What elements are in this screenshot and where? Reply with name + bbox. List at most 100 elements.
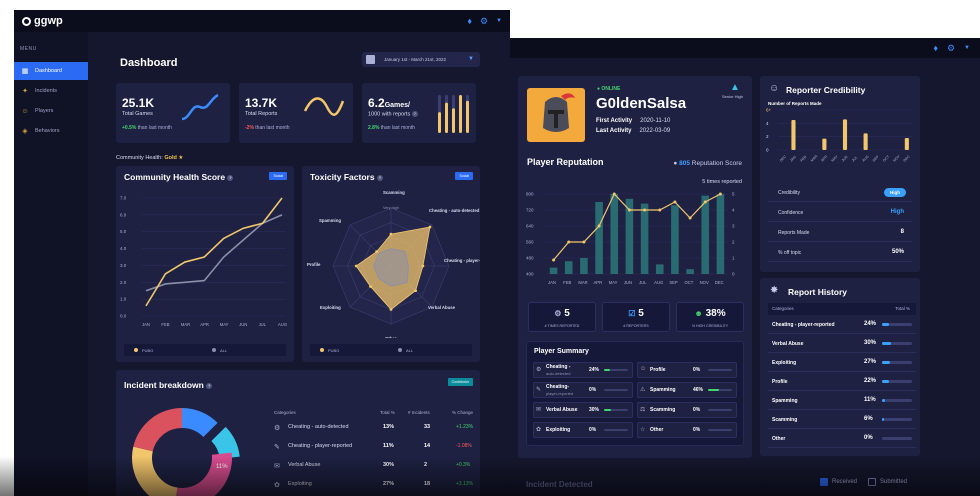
times-reported: 5 times reported — [702, 179, 742, 185]
bug-icon: ✿ — [536, 427, 542, 433]
credibility-key: Reports Made — [778, 230, 810, 236]
radar-axis-label: Scamming — [383, 190, 405, 195]
table-row[interactable]: ✿ Exploiting 27% 18 +3.13% — [266, 477, 474, 493]
received-checkbox[interactable]: Received — [820, 478, 857, 486]
credibility-key: Credibility — [778, 190, 800, 196]
summary-progress-bar — [604, 409, 628, 411]
history-row[interactable]: Profile 22% — [768, 373, 916, 391]
y-tick-label: 6+ — [766, 108, 772, 113]
summary-percent: 30% — [589, 407, 600, 413]
summary-cell[interactable]: ⚖ Scamming 0% — [637, 402, 737, 418]
history-progress-bar — [882, 399, 912, 402]
summary-cell[interactable]: ⚙ Cheating - auto-detected 24% — [533, 362, 633, 378]
chat-icon: ✉ — [536, 407, 542, 413]
chevron-down-icon[interactable]: ▼ — [964, 45, 970, 51]
reputation-bar — [549, 267, 558, 274]
percent-change: +3.13% — [456, 481, 474, 487]
progress-fill — [882, 418, 884, 421]
progress-fill — [882, 323, 890, 326]
mini-bar — [438, 112, 441, 133]
settings-icon[interactable]: ⚙ — [479, 16, 489, 26]
reputation-point — [718, 192, 722, 196]
summary-progress-bar — [708, 369, 732, 371]
history-row[interactable]: Exploiting 27% — [768, 354, 916, 372]
percent-change: +0.3% — [456, 462, 471, 468]
stat-value: 13.7K — [245, 96, 278, 110]
radar-point — [389, 232, 393, 236]
stat-card-total-games: 25.1K Total Games +0.5% than last month — [116, 83, 230, 143]
summary-cell[interactable]: ☺ Profile 0% — [637, 362, 737, 378]
progress-fill — [882, 380, 889, 383]
chevron-down-icon[interactable]: ▼ — [496, 18, 502, 24]
mini-stat-high-credibility: ☻ 38% % HIGH CREDIBILITY — [676, 302, 744, 332]
x-tick-label: JAN — [142, 322, 150, 327]
history-row[interactable]: Other 0% — [768, 430, 916, 448]
contributor-tag[interactable]: Contributor — [447, 378, 473, 386]
table-row[interactable]: ⚙ Cheating - auto-detected 13% 33 +1.23% — [266, 420, 473, 436]
credibility-badge: High — [884, 188, 906, 197]
history-row[interactable]: Verbal Abuse 30% — [768, 335, 916, 353]
sidebar-item-behaviors[interactable]: ◈ Behaviors — [14, 122, 88, 140]
summary-percent: 0% — [589, 387, 597, 393]
history-row[interactable]: Spamming 11% — [768, 392, 916, 410]
help-icon[interactable]: ? — [227, 174, 234, 181]
social-tag[interactable]: Social — [269, 172, 287, 180]
summary-cell[interactable]: ✎ Cheating-player-reported 0% — [533, 382, 633, 398]
submitted-checkbox[interactable]: Submitted — [868, 478, 907, 486]
credibility-row: % off topic 50% — [768, 244, 912, 262]
x-tick-label: JAN — [789, 155, 797, 163]
radar-series-all — [373, 248, 409, 287]
table-row[interactable]: ✉ Verbal Abuse 30% 2 +0.3% — [266, 458, 471, 474]
stat-value: 25.1K — [122, 96, 155, 110]
donut-slice — [133, 408, 182, 452]
history-row[interactable]: Scamming 6% — [768, 411, 916, 429]
x-tick-label: JUN — [239, 322, 247, 327]
category-name: Cheating - auto-detected — [288, 424, 349, 430]
sidebar-item-players[interactable]: ☺ Players — [14, 102, 88, 120]
radar-point — [389, 308, 393, 311]
history-percent: 27% — [864, 359, 877, 365]
help-icon[interactable]: ? — [206, 382, 213, 389]
help-icon[interactable]: ? — [411, 111, 418, 117]
settings-icon[interactable]: ⚙ — [946, 43, 956, 53]
mini-stat-value: ☻ 38% — [694, 308, 726, 319]
x-tick-label: MAY — [609, 280, 618, 285]
mini-stat-times-reported: ⚙ 5 # TIMES REPORTED — [528, 302, 596, 332]
table-row[interactable]: ✎ Cheating - player-reported 11% 14 -1.08% — [266, 439, 472, 455]
y-right-tick: 3 — [732, 224, 735, 229]
x-tick-label: FEB — [161, 322, 169, 327]
last-activity: Last Activity 2022-03-09 — [596, 128, 671, 134]
summary-cell[interactable]: ⚠ Spamming 46% — [637, 382, 737, 398]
social-tag[interactable]: Social — [455, 172, 473, 180]
sidebar-item-dashboard[interactable]: ▦ Dashboard — [14, 62, 88, 80]
rank-icon: ▲ — [730, 82, 740, 93]
bot-icon: ⚙ — [274, 425, 281, 432]
summary-name: Profile — [650, 367, 666, 373]
spark-icon: ✦ — [22, 88, 28, 95]
history-category: Exploiting — [772, 360, 797, 366]
reputation-point — [567, 240, 571, 244]
history-percent: 0% — [864, 435, 873, 441]
history-row[interactable]: Cheating - player-reported 24% — [768, 316, 916, 334]
radar-point — [428, 225, 432, 229]
app-logo[interactable]: ggwp — [22, 15, 63, 27]
help-icon[interactable]: ? — [376, 174, 383, 181]
bell-icon[interactable]: ♦ — [467, 16, 472, 26]
history-category: Profile — [772, 379, 788, 385]
sparkline-yellow — [303, 97, 345, 116]
summary-cell[interactable]: ✿ Exploiting 0% — [533, 422, 633, 438]
sidebar-item-label: Dashboard — [35, 68, 62, 74]
x-tick-label: OCT — [882, 154, 891, 163]
bell-icon[interactable]: ♦ — [933, 43, 938, 53]
summary-cell[interactable]: ✉ Verbal Abuse 30% — [533, 402, 633, 418]
radar-axis-label: Cheating - auto-detected — [429, 208, 480, 213]
sidebar-item-incidents[interactable]: ✦ Incidents — [14, 82, 88, 100]
date-range-picker[interactable]: January 1st - March 21st, 2022 ▼ — [362, 52, 480, 67]
credibility-title: Reporter Credibility — [786, 85, 866, 95]
summary-cell[interactable]: ☆ Other 0% — [637, 422, 737, 438]
summary-name: Spamming — [650, 387, 676, 393]
donut-slice — [132, 446, 178, 496]
y-left-tick: 560 — [526, 240, 534, 245]
progress-fill — [882, 361, 891, 364]
y-tick-label: 7.0 — [120, 196, 127, 201]
